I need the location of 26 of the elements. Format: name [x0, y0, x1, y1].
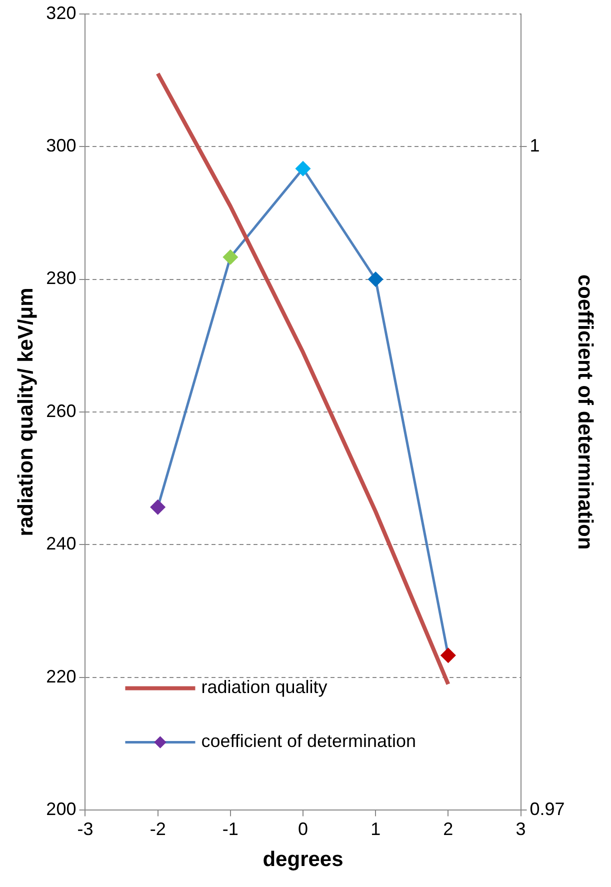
- point: [223, 250, 238, 264]
- legend-label: coefficient of determination: [201, 731, 416, 752]
- point: [296, 161, 310, 176]
- y-tick-label: 280: [46, 268, 76, 288]
- y-tick-label: 220: [46, 666, 76, 686]
- y-tick-label: 320: [46, 2, 76, 23]
- x-tick-label: -2: [150, 818, 166, 839]
- y-tick-label: 200: [46, 799, 76, 820]
- point: [440, 648, 456, 663]
- y2-axis-title: coefficient of determination: [574, 274, 597, 550]
- legend-label: radiation quality: [201, 677, 328, 698]
- point: [368, 272, 383, 287]
- x-tick-label: -3: [77, 818, 94, 839]
- x-tick-label: 2: [443, 818, 454, 839]
- y-tick-label: 240: [46, 534, 76, 554]
- y-tick-label: 300: [46, 136, 76, 156]
- y-tick-label: 260: [46, 400, 76, 421]
- x-tick-label: -1: [222, 818, 238, 839]
- y2-tick-label: 1: [530, 136, 540, 156]
- x-tick-label: 1: [370, 818, 381, 839]
- x-tick-label: 3: [516, 818, 526, 839]
- point: [150, 500, 166, 514]
- y2-tick-label: 0.97: [530, 799, 565, 820]
- y-axis-title: radiation quality/ keV/μm: [14, 288, 38, 536]
- x-tick-label: 0: [298, 818, 308, 839]
- x-axis-title: degrees: [262, 848, 344, 872]
